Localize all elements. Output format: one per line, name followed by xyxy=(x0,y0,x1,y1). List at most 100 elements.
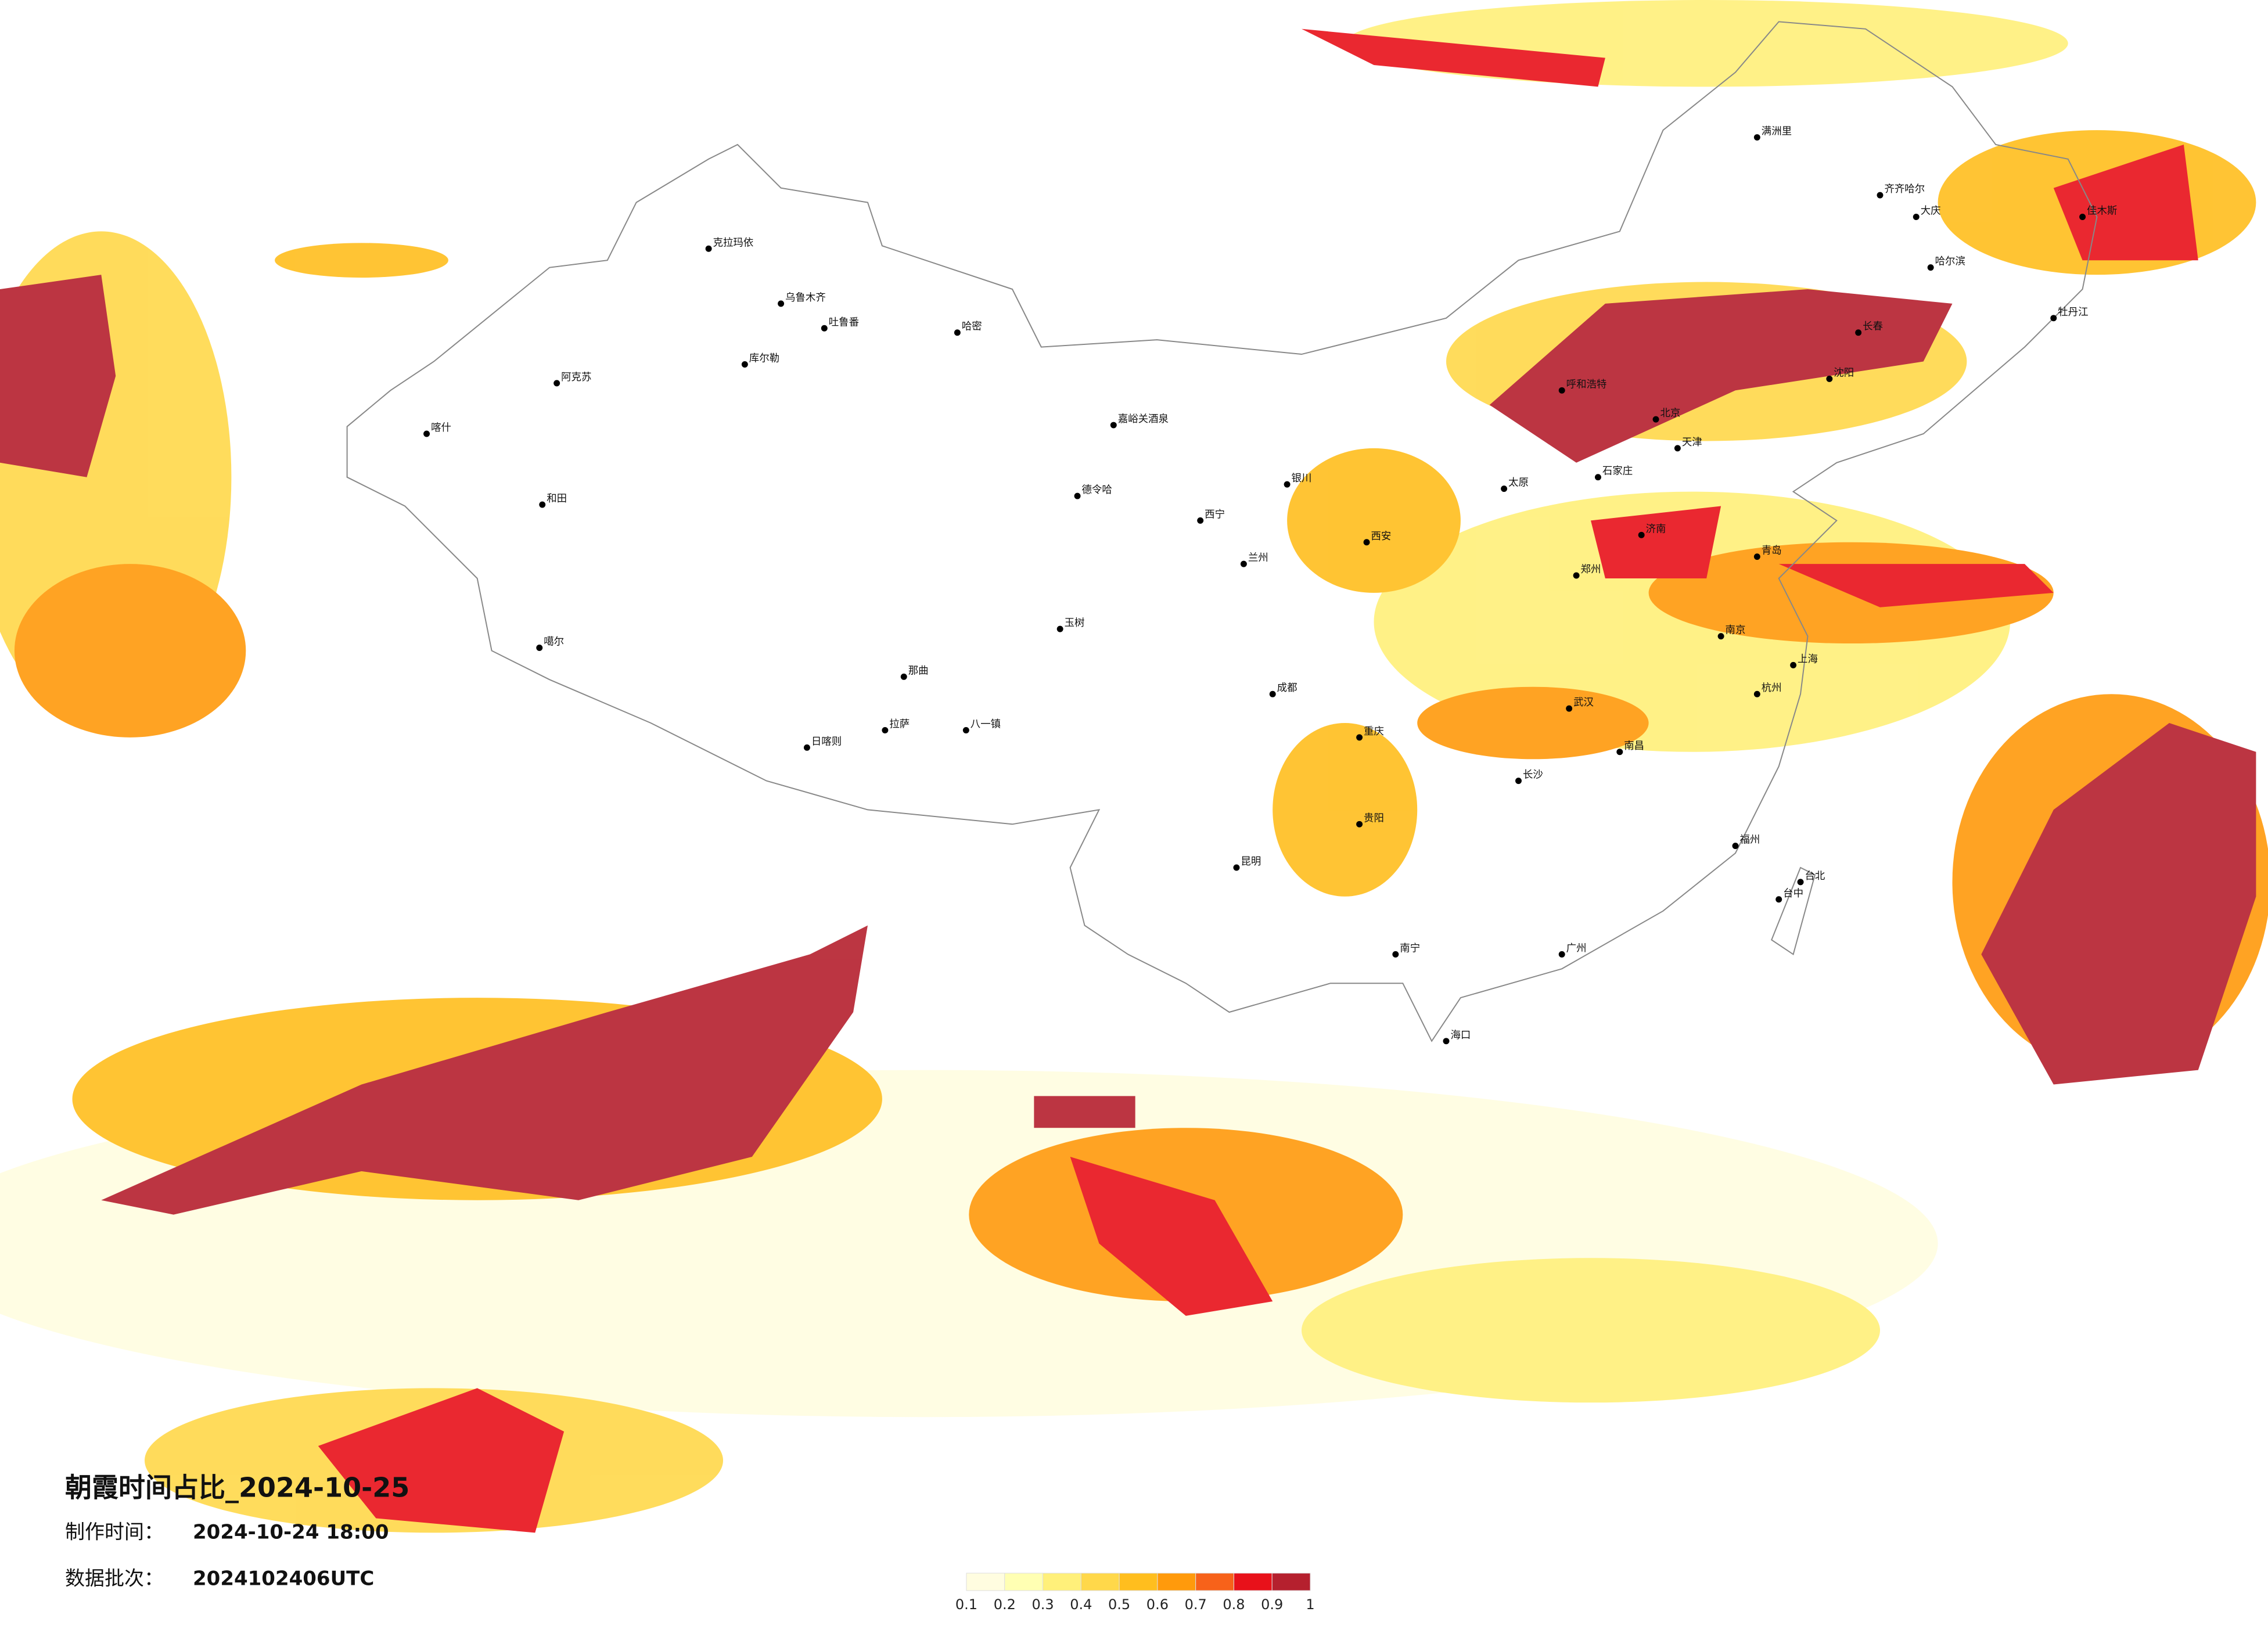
city-label: 齐齐哈尔 xyxy=(1884,184,1925,195)
china-outline xyxy=(346,21,2098,1042)
city-dot xyxy=(1797,879,1804,886)
colorbar-swatch xyxy=(1119,1573,1158,1591)
city-dot xyxy=(1913,214,1920,220)
city-label: 海口 xyxy=(1450,1030,1471,1041)
city-label: 八一镇 xyxy=(971,718,1001,730)
colorbar-swatch xyxy=(966,1573,1005,1591)
batch: 2024102406UTC xyxy=(193,1567,374,1591)
city-label: 南昌 xyxy=(1624,740,1644,752)
city-dot xyxy=(1775,896,1782,903)
city-dot xyxy=(1558,951,1565,958)
city-dot xyxy=(1392,951,1399,958)
city-dot xyxy=(741,361,748,368)
colorbar-tick-label: 0.9 xyxy=(1261,1596,1283,1613)
city-dot xyxy=(1269,690,1276,697)
city-label: 牡丹江 xyxy=(2058,307,2088,318)
city-label: 济南 xyxy=(1646,523,1666,535)
colorbar-swatch xyxy=(1080,1573,1120,1591)
city-dot xyxy=(1753,134,1760,141)
city-label: 上海 xyxy=(1798,653,1818,665)
city-dot xyxy=(1356,821,1363,828)
city-label: 银川 xyxy=(1292,473,1312,484)
city-dot xyxy=(2050,315,2057,322)
city-label: 武汉 xyxy=(1573,697,1594,708)
city-label: 长春 xyxy=(1863,321,1883,333)
city-label: 石家庄 xyxy=(1602,466,1633,477)
taiwan-outline xyxy=(1771,866,1816,955)
city-dot xyxy=(423,430,430,437)
city-dot xyxy=(1732,843,1739,850)
city-label: 北京 xyxy=(1660,408,1681,419)
city-dot xyxy=(821,325,828,332)
colorbar-tick-label: 0.6 xyxy=(1146,1596,1169,1613)
city-dot xyxy=(1515,778,1522,785)
city-label: 和田 xyxy=(547,493,567,505)
city-label: 南京 xyxy=(1726,625,1746,636)
city-label: 广州 xyxy=(1566,942,1587,954)
city-dot xyxy=(1616,749,1623,756)
city-label: 贵阳 xyxy=(1364,812,1384,824)
city-dot xyxy=(882,726,889,733)
city-dot xyxy=(553,380,560,387)
city-label: 兰州 xyxy=(1248,552,1268,564)
city-label: 阿克苏 xyxy=(561,372,591,383)
city-label: 嘉峪关酒泉 xyxy=(1118,413,1169,425)
title: 朝霞时间占比_2024-10-25 xyxy=(65,1472,409,1503)
city-dot xyxy=(1566,705,1573,712)
city-dot xyxy=(1363,539,1370,546)
city-dot xyxy=(1674,445,1681,452)
city-label: 德令哈 xyxy=(1082,484,1112,496)
city-label: 南宁 xyxy=(1400,942,1420,954)
colorbar: 0.1 0.2 0.3 0.4 0.5 0.6 0.7 0.8 0.9 1 xyxy=(955,1573,1315,1613)
city-dot xyxy=(1927,264,1934,271)
city-label: 玉树 xyxy=(1065,617,1085,629)
city-label: 昆明 xyxy=(1241,856,1261,868)
colorbar-swatch xyxy=(1271,1573,1311,1591)
colorbar-swatch xyxy=(1157,1573,1196,1591)
city-dot xyxy=(1356,734,1363,741)
colorbar-tick-label: 1 xyxy=(1306,1596,1314,1613)
city-label: 噶尔 xyxy=(544,636,564,648)
city-dot xyxy=(1594,474,1601,481)
city-dot xyxy=(2079,214,2086,220)
city-dot xyxy=(1197,517,1204,524)
city-dot xyxy=(1233,864,1240,871)
colorbar-swatch xyxy=(1195,1573,1234,1591)
city-label: 吐鲁番 xyxy=(829,316,859,328)
city-dot xyxy=(1443,1038,1450,1045)
made-time: 2024-10-24 18:00 xyxy=(193,1521,389,1544)
colorbar-tick-label: 0.8 xyxy=(1223,1596,1245,1613)
city-dot xyxy=(1652,416,1659,423)
colorbar-swatch xyxy=(1233,1573,1273,1591)
city-label: 沈阳 xyxy=(1834,367,1854,379)
colorbar-swatch xyxy=(1004,1573,1044,1591)
batch-label: 数据批次： xyxy=(65,1567,164,1591)
city-dot xyxy=(962,726,969,733)
city-label: 库尔勒 xyxy=(749,353,779,365)
city-label: 那曲 xyxy=(908,665,929,677)
colorbar-swatch xyxy=(1043,1573,1081,1591)
city-label: 佳木斯 xyxy=(2087,206,2117,217)
city-dot xyxy=(1717,633,1724,640)
city-label: 太原 xyxy=(1508,477,1529,489)
city-label: 重庆 xyxy=(1364,726,1384,738)
city-dot xyxy=(1501,485,1508,492)
city-dot xyxy=(1638,531,1645,538)
city-label: 成都 xyxy=(1277,682,1297,694)
city-label: 西宁 xyxy=(1205,509,1225,520)
city-dot xyxy=(1573,572,1580,579)
city-label: 长沙 xyxy=(1523,769,1543,781)
city-label: 天津 xyxy=(1682,437,1702,448)
city-label: 杭州 xyxy=(1762,682,1782,694)
city-dot xyxy=(1056,625,1063,632)
city-dot xyxy=(1753,553,1760,560)
city-label: 哈密 xyxy=(962,321,982,333)
city-dot xyxy=(1240,560,1247,567)
made-label: 制作时间： xyxy=(65,1521,164,1544)
city-label: 日喀则 xyxy=(811,736,842,747)
colorbar-tick-label: 0.4 xyxy=(1070,1596,1092,1613)
city-dot xyxy=(1558,387,1565,394)
